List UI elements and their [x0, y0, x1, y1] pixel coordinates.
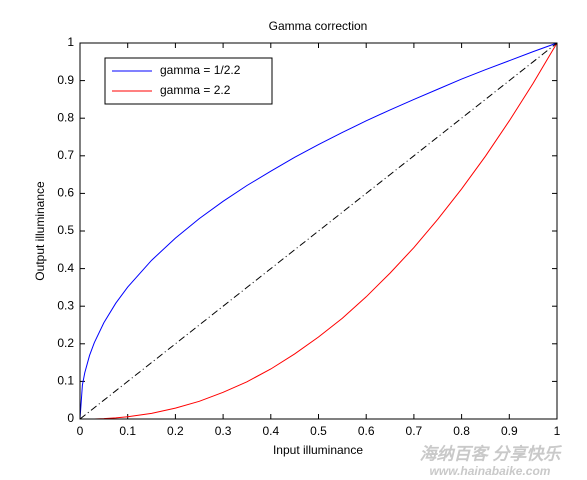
- y-tick-label: 0.7: [57, 148, 74, 162]
- x-tick-label: 0.7: [406, 424, 423, 438]
- watermark-slogan: 海纳百客 分享快乐: [420, 444, 563, 463]
- x-tick-label: 0.5: [310, 424, 327, 438]
- legend-box: [104, 57, 273, 105]
- legend-label: gamma = 1/2.2: [160, 63, 241, 77]
- y-tick-label: 1: [67, 35, 74, 49]
- x-tick-label: 0.2: [167, 424, 184, 438]
- x-tick-label: 0.8: [453, 424, 470, 438]
- y-tick-label: 0.6: [57, 186, 74, 200]
- y-tick-label: 0.9: [57, 73, 74, 87]
- x-tick-label: 0.4: [262, 424, 279, 438]
- y-tick-label: 0.1: [57, 374, 74, 388]
- series-line: [79, 42, 558, 420]
- x-tick-label: 0.1: [119, 424, 136, 438]
- y-tick-label: 0.2: [57, 336, 74, 350]
- y-tick-label: 0.8: [57, 110, 74, 124]
- x-axis-label: Input illuminance: [273, 443, 363, 457]
- legend-label: gamma = 2.2: [160, 83, 231, 97]
- series-line: [79, 42, 558, 420]
- x-tick-label: 0.9: [501, 424, 518, 438]
- x-tick-label: 0: [77, 424, 84, 438]
- y-tick-label: 0.3: [57, 298, 74, 312]
- y-tick-label: 0.4: [57, 261, 74, 275]
- watermark-url: www.hainabaike.com: [430, 464, 551, 478]
- x-tick-label: 0.3: [215, 424, 232, 438]
- y-tick-label: 0: [67, 411, 74, 425]
- x-tick-label: 0.6: [358, 424, 375, 438]
- y-tick-label: 0.5: [57, 223, 74, 237]
- y-axis-label: Output illuminance: [33, 181, 47, 281]
- x-tick-label: 1: [554, 424, 561, 438]
- plot-frame: [79, 42, 558, 420]
- chart-title: Gamma correction: [269, 19, 368, 33]
